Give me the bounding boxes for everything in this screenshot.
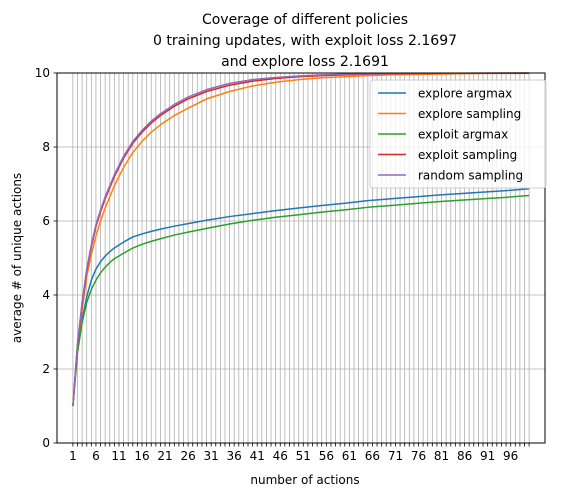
legend-label: random sampling <box>418 169 523 183</box>
x-tick-label: 16 <box>134 449 149 463</box>
y-tick-label: 8 <box>42 140 50 154</box>
x-tick-label: 21 <box>157 449 172 463</box>
x-tick-label: 46 <box>273 449 288 463</box>
y-tick-label: 10 <box>35 66 50 80</box>
legend-label: exploit sampling <box>418 148 517 162</box>
x-tick-label: 31 <box>204 449 219 463</box>
x-tick-label: 76 <box>411 449 426 463</box>
series-lines <box>72 72 530 407</box>
x-tick-label: 61 <box>342 449 357 463</box>
chart-title: Coverage of different policies 0 trainin… <box>153 12 457 70</box>
legend-box <box>369 79 547 189</box>
x-tick-label: 6 <box>92 449 100 463</box>
legend: explore argmax explore sampling exploit ar… <box>369 79 547 189</box>
axes-frame <box>56 72 546 444</box>
x-tick-label: 91 <box>480 449 495 463</box>
y-axis-label: average # of unique actions <box>10 173 24 343</box>
legend-label: explore argmax <box>418 87 512 101</box>
y-tick-label: 4 <box>42 288 50 302</box>
x-tick-label: 11 <box>111 449 126 463</box>
x-tick-label: 71 <box>388 449 403 463</box>
legend-label: explore sampling <box>418 107 521 121</box>
series-line-exploit-argmax <box>72 194 530 407</box>
series-line-explore-sampling <box>72 72 530 407</box>
y-tick-label: 6 <box>42 214 50 228</box>
x-tick-label: 86 <box>457 449 472 463</box>
legend-label: exploit argmax <box>418 128 508 142</box>
series-line-explore-argmax <box>72 188 530 407</box>
y-tick-label: 2 <box>42 362 50 376</box>
x-tick-label: 41 <box>250 449 265 463</box>
x-tick-label: 26 <box>180 449 195 463</box>
y-axis-ticks: 0 2 4 6 8 10 <box>35 66 57 450</box>
x-tick-label: 36 <box>227 449 242 463</box>
x-tick-label: 66 <box>365 449 380 463</box>
x-tick-label: 1 <box>69 449 77 463</box>
y-tick-label: 0 <box>42 436 50 450</box>
title-line-3: and explore loss 2.1691 <box>221 54 389 70</box>
x-tick-label: 51 <box>296 449 311 463</box>
x-tick-label: 56 <box>319 449 334 463</box>
x-axis-label: number of actions <box>250 473 359 487</box>
x-tick-label: 81 <box>434 449 449 463</box>
title-line-2: 0 training updates, with exploit loss 2.… <box>153 33 457 49</box>
x-tick-label: 96 <box>503 449 518 463</box>
title-line-1: Coverage of different policies <box>202 12 408 28</box>
x-axis-ticks: 1 6 11 16 21 26 31 36 41 46 51 56 61 66 71 76 81 86 91 96 <box>69 443 530 463</box>
